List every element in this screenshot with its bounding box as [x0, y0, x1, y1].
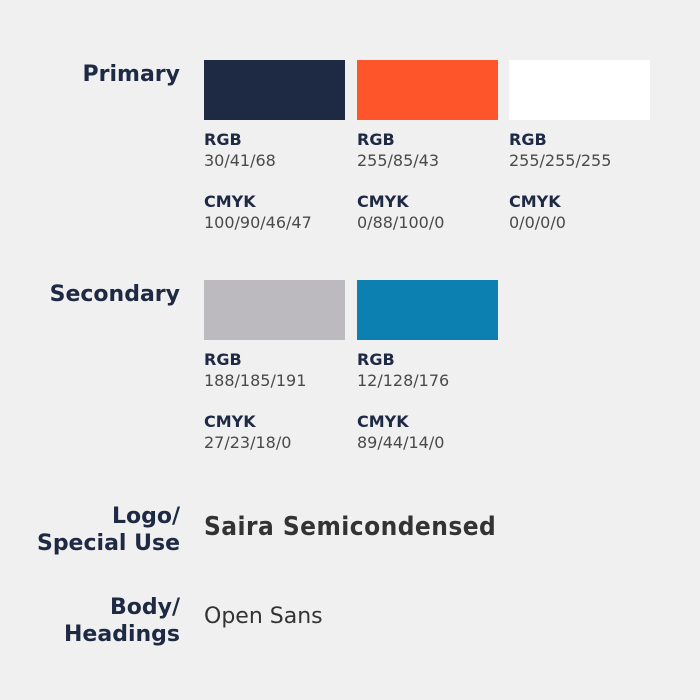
rgb-value: 255/85/43 [357, 151, 440, 170]
primary-color-navy: RGB 30/41/68 CMYK 100/90/46/47 [204, 60, 345, 234]
cmyk-label: CMYK [204, 412, 256, 431]
secondary-section-label: Secondary [49, 282, 180, 307]
primary-color-orange: RGB 255/85/43 CMYK 0/88/100/0 [357, 60, 498, 234]
color-swatch [357, 280, 498, 340]
cmyk-value: 100/90/46/47 [204, 213, 312, 232]
color-swatch [509, 60, 650, 120]
rgb-label: RGB [204, 130, 242, 149]
cmyk-label: CMYK [204, 192, 256, 211]
rgb-value: 188/185/191 [204, 371, 307, 390]
logo-font-sample: Saira Semicondensed [204, 512, 497, 542]
rgb-label: RGB [204, 350, 242, 369]
rgb-label: RGB [357, 130, 395, 149]
rgb-value: 12/128/176 [357, 371, 450, 390]
logo-section-label: Logo/ Special Use [36, 504, 180, 556]
color-swatch [204, 60, 345, 120]
cmyk-value: 27/23/18/0 [204, 433, 292, 452]
secondary-color-gray: RGB 188/185/191 CMYK 27/23/18/0 [204, 280, 345, 454]
color-swatch [357, 60, 498, 120]
body-font-sample: Open Sans [204, 604, 323, 629]
body-section-label: Body/ Headings [64, 595, 180, 647]
primary-color-white: RGB 255/255/255 CMYK 0/0/0/0 [509, 60, 650, 234]
rgb-label: RGB [357, 350, 395, 369]
cmyk-value: 0/0/0/0 [509, 213, 566, 232]
rgb-label: RGB [509, 130, 547, 149]
cmyk-label: CMYK [509, 192, 561, 211]
cmyk-value: 89/44/14/0 [357, 433, 445, 452]
cmyk-value: 0/88/100/0 [357, 213, 445, 232]
cmyk-label: CMYK [357, 192, 409, 211]
rgb-value: 30/41/68 [204, 151, 276, 170]
primary-section-label: Primary [82, 62, 180, 87]
secondary-color-blue: RGB 12/128/176 CMYK 89/44/14/0 [357, 280, 498, 454]
rgb-value: 255/255/255 [509, 151, 612, 170]
color-swatch [204, 280, 345, 340]
cmyk-label: CMYK [357, 412, 409, 431]
